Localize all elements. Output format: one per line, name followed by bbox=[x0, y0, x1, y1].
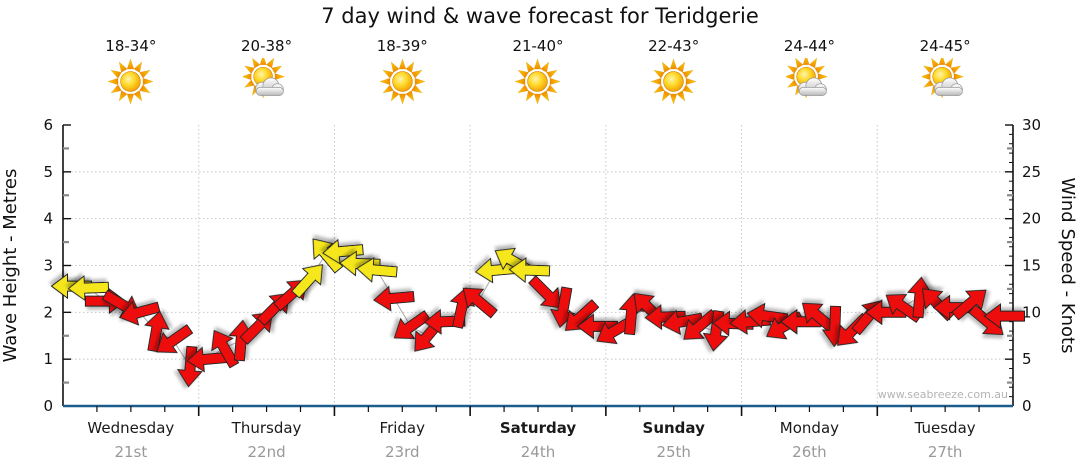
day-date-label: 25th bbox=[656, 443, 691, 461]
day-name-label: Friday bbox=[379, 419, 425, 437]
weather-icon-holder bbox=[334, 58, 470, 109]
left-axis-tick-label: 1 bbox=[43, 350, 53, 368]
day-date-label: 23rd bbox=[385, 443, 420, 461]
day-column-header: 24-44° bbox=[742, 37, 878, 109]
left-axis-tick-label: 2 bbox=[43, 303, 53, 321]
right-axis-tick-label: 30 bbox=[1022, 116, 1041, 134]
day-temperature-range: 18-34° bbox=[105, 37, 157, 55]
wind-arrow bbox=[746, 302, 789, 329]
wind-arrow bbox=[373, 285, 415, 312]
day-column-header: 24-45° bbox=[877, 37, 1013, 109]
sunny-icon bbox=[650, 58, 697, 105]
wind-arrow bbox=[508, 257, 551, 284]
day-temperature-range: 24-45° bbox=[919, 37, 971, 55]
wind-arrow bbox=[291, 264, 323, 299]
wind-arrow bbox=[644, 304, 686, 331]
right-axis-tick-label: 15 bbox=[1022, 257, 1041, 275]
wind-arrow bbox=[67, 275, 110, 302]
wind-arrow bbox=[983, 303, 1025, 330]
day-temperature-range: 21-40° bbox=[512, 37, 564, 55]
day-name-label: Sunday bbox=[642, 419, 705, 437]
weather-icon-holder bbox=[877, 58, 1013, 109]
day-date-label: 27th bbox=[927, 443, 963, 461]
day-column-footer: Saturday 24th bbox=[470, 419, 606, 461]
weather-icon-holder bbox=[63, 58, 199, 109]
right-axis-title: Wind Speed - Knots bbox=[1057, 178, 1078, 354]
left-axis-tick-label: 3 bbox=[43, 257, 53, 275]
day-name-label: Monday bbox=[779, 419, 840, 437]
right-axis-tick-label: 25 bbox=[1022, 163, 1041, 181]
wind-arrow bbox=[322, 238, 364, 265]
wind-arrow bbox=[119, 300, 161, 326]
page-title: 7 day wind & wave forecast for Teridgeri… bbox=[321, 4, 759, 28]
day-column-header: 20-38° bbox=[199, 37, 335, 109]
weather-icon-holder bbox=[742, 58, 878, 109]
partly-cloudy-icon bbox=[243, 58, 290, 105]
partly-cloudy-icon bbox=[786, 58, 833, 105]
sunny-icon bbox=[379, 58, 426, 105]
left-axis-tick-label: 0 bbox=[43, 397, 53, 415]
day-column-footer: Monday 26th bbox=[742, 419, 878, 461]
weather-icon-holder bbox=[470, 58, 606, 109]
sunny-icon bbox=[514, 58, 561, 105]
weather-icon-holder bbox=[199, 58, 335, 109]
weather-icon-holder bbox=[606, 58, 742, 109]
day-name-label: Tuesday bbox=[914, 419, 976, 437]
day-date-label: 26th bbox=[792, 443, 827, 461]
day-date-label: 21st bbox=[114, 443, 148, 461]
day-column-footer: Friday 23rd bbox=[334, 419, 470, 461]
day-temperature-range: 24-44° bbox=[783, 37, 835, 55]
day-temperature-range: 22-43° bbox=[648, 37, 700, 55]
wind-arrow bbox=[156, 324, 194, 354]
right-axis-tick-label: 10 bbox=[1022, 303, 1041, 321]
day-column-footer: Wednesday 21st bbox=[63, 419, 199, 461]
watermark-text: www.seabreeze.com.au bbox=[878, 388, 1008, 401]
left-axis-title: Wave Height - Metres bbox=[0, 169, 21, 363]
day-date-label: 22nd bbox=[247, 443, 286, 461]
wind-arrow bbox=[339, 250, 381, 277]
sunny-icon bbox=[107, 58, 154, 105]
right-axis-tick-label: 20 bbox=[1022, 210, 1041, 228]
day-column-footer: Thursday 22nd bbox=[199, 419, 335, 461]
wind-arrow bbox=[907, 276, 933, 319]
left-axis-tick-label: 5 bbox=[43, 163, 53, 181]
day-temperature-range: 18-39° bbox=[376, 37, 428, 55]
wind-arrow bbox=[356, 256, 398, 283]
day-date-label: 24th bbox=[520, 443, 556, 461]
day-temperature-range: 20-38° bbox=[241, 37, 293, 55]
right-axis-tick-label: 5 bbox=[1022, 350, 1032, 368]
day-column-header: 18-34° bbox=[63, 37, 199, 109]
day-name-label: Thursday bbox=[231, 419, 302, 437]
wind-arrow bbox=[683, 309, 719, 340]
wind-arrow bbox=[576, 313, 618, 340]
day-name-label: Saturday bbox=[499, 419, 577, 437]
day-column-footer: Tuesday 27th bbox=[877, 419, 1013, 461]
wind-arrow bbox=[393, 310, 431, 340]
left-axis-tick-label: 6 bbox=[43, 116, 53, 134]
day-column-header: 18-39° bbox=[334, 37, 470, 109]
day-name-label: Wednesday bbox=[87, 419, 175, 437]
right-axis-tick-label: 0 bbox=[1022, 397, 1032, 415]
left-axis-tick-label: 4 bbox=[43, 210, 53, 228]
wind-arrow bbox=[951, 289, 987, 321]
day-column-header: 21-40° bbox=[470, 37, 606, 109]
day-column-footer: Sunday 25th bbox=[606, 419, 742, 461]
wind-arrow bbox=[528, 275, 562, 309]
partly-cloudy-icon bbox=[922, 58, 969, 105]
wind-arrow bbox=[462, 287, 498, 319]
day-column-header: 22-43° bbox=[606, 37, 742, 109]
wind-arrow bbox=[661, 309, 704, 336]
